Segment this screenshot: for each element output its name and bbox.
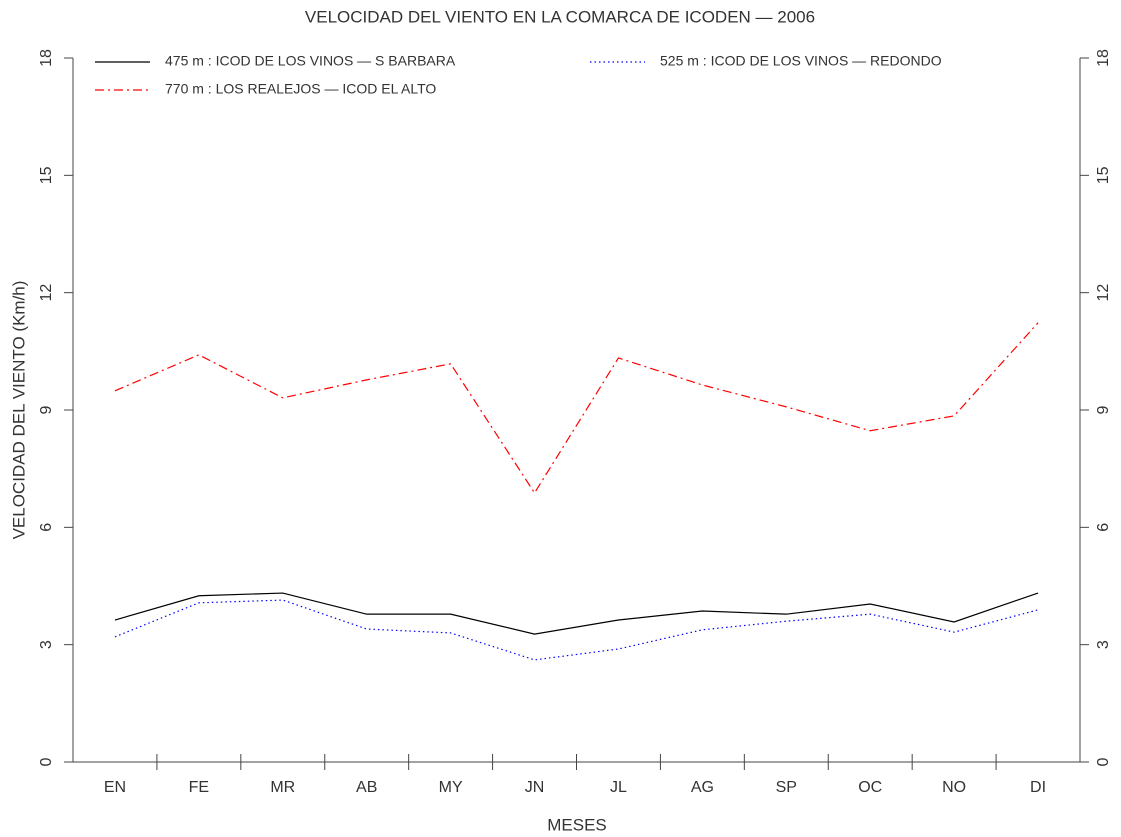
chart-title: VELOCIDAD DEL VIENTO EN LA COMARCA DE IC… <box>305 7 815 26</box>
y2-tick-label: 15 <box>1095 166 1112 184</box>
x-tick-label: FE <box>189 779 209 796</box>
y-tick-label: 12 <box>38 284 55 302</box>
x-tick-label: MR <box>270 779 295 796</box>
x-tick-label: DI <box>1030 779 1046 796</box>
x-tick-label: AG <box>691 779 714 796</box>
legend-label: 770 m : LOS REALEJOS — ICOD EL ALTO <box>165 81 436 97</box>
y-tick-label: 18 <box>38 49 55 67</box>
x-tick-label: SP <box>776 779 797 796</box>
x-tick-label: JN <box>525 779 545 796</box>
y-tick-label: 9 <box>38 405 55 414</box>
y2-tick-label: 12 <box>1095 284 1112 302</box>
y2-tick-label: 6 <box>1095 523 1112 532</box>
x-tick-label: AB <box>356 779 377 796</box>
legend-label: 525 m : ICOD DE LOS VINOS — REDONDO <box>660 53 942 69</box>
data-line <box>114 592 1039 635</box>
y-tick-label: 0 <box>38 757 55 766</box>
y-tick-label: 15 <box>38 166 55 184</box>
x-tick-label: MY <box>439 779 463 796</box>
data-line <box>114 599 1039 661</box>
y-tick-label: 6 <box>38 523 55 532</box>
x-tick-label: OC <box>858 779 882 796</box>
y2-tick-label: 18 <box>1095 49 1112 67</box>
x-tick-label: EN <box>104 779 126 796</box>
y2-tick-label: 3 <box>1095 640 1112 649</box>
y-tick-label: 3 <box>38 640 55 649</box>
legend-label: 475 m : ICOD DE LOS VINOS — S BARBARA <box>165 53 456 69</box>
x-tick-label: NO <box>942 779 966 796</box>
x-tick-label: JL <box>610 779 627 796</box>
y2-tick-label: 0 <box>1095 757 1112 766</box>
data-line <box>114 322 1039 495</box>
y2-tick-label: 9 <box>1095 405 1112 414</box>
y-axis-label: VELOCIDAD DEL VIENTO (Km/h) <box>9 281 28 540</box>
x-axis-label: MESES <box>547 815 607 834</box>
